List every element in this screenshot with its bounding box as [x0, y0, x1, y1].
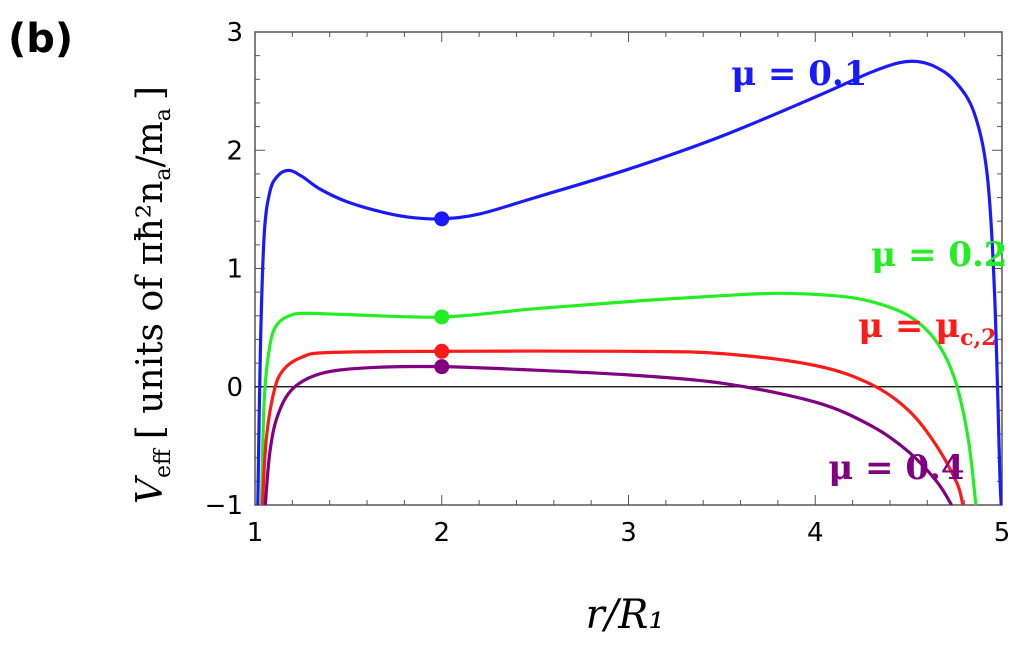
- series-label-1: μ = 0.1: [731, 54, 867, 94]
- y-tick-label: 0: [226, 373, 243, 403]
- y-axis-label: Veff[ units of πħ²na/ma]: [130, 86, 176, 504]
- series-marker-1: [434, 211, 450, 227]
- y-tick-label: 1: [226, 255, 243, 285]
- y-label-units-tail: /m: [130, 121, 171, 167]
- series-marker-3: [434, 343, 450, 359]
- series-marker-4: [434, 359, 450, 375]
- panel-label: (b): [8, 16, 73, 62]
- y-tick-label: 3: [226, 18, 243, 48]
- y-label-main: V: [130, 474, 171, 504]
- series-marker-2: [434, 309, 450, 325]
- y-tick-label: 2: [226, 136, 243, 166]
- y-label-units-tail-sub: a: [151, 108, 176, 121]
- series-label-3: μ = μc,2: [858, 306, 996, 351]
- series-layer: μ = 0.1 μ = 0.2 μ = μc,2 μ = 0.4: [256, 54, 1007, 505]
- y-tick-label: −1: [205, 491, 243, 521]
- x-tick-label: 3: [620, 518, 637, 548]
- y-label-close: ]: [130, 86, 171, 100]
- y-label-units-sub: a: [151, 167, 176, 180]
- x-tick-label: 4: [807, 518, 824, 548]
- series-line-4: [263, 364, 953, 505]
- series-line-1: [256, 59, 1002, 505]
- x-tick-label: 2: [433, 518, 450, 548]
- series-line-2: [259, 291, 978, 505]
- series-label-2: μ = 0.2: [871, 235, 1007, 275]
- x-tick-label: 1: [247, 518, 264, 548]
- y-label-sub: eff: [151, 448, 176, 478]
- svg-text:Veff[ units of πħ²na/ma]: Veff[ units of πħ²na/ma]: [130, 86, 176, 504]
- x-tick-label: 5: [994, 518, 1011, 548]
- series-line-3: [260, 349, 965, 505]
- y-label-units: [ units of πħ²n: [130, 181, 171, 440]
- tick-labels: 1 2 3 4 5 −1 0 1 2 3: [205, 18, 1011, 548]
- x-axis-label: r/R₁: [586, 592, 665, 638]
- series-label-4: μ = 0.4: [828, 448, 964, 488]
